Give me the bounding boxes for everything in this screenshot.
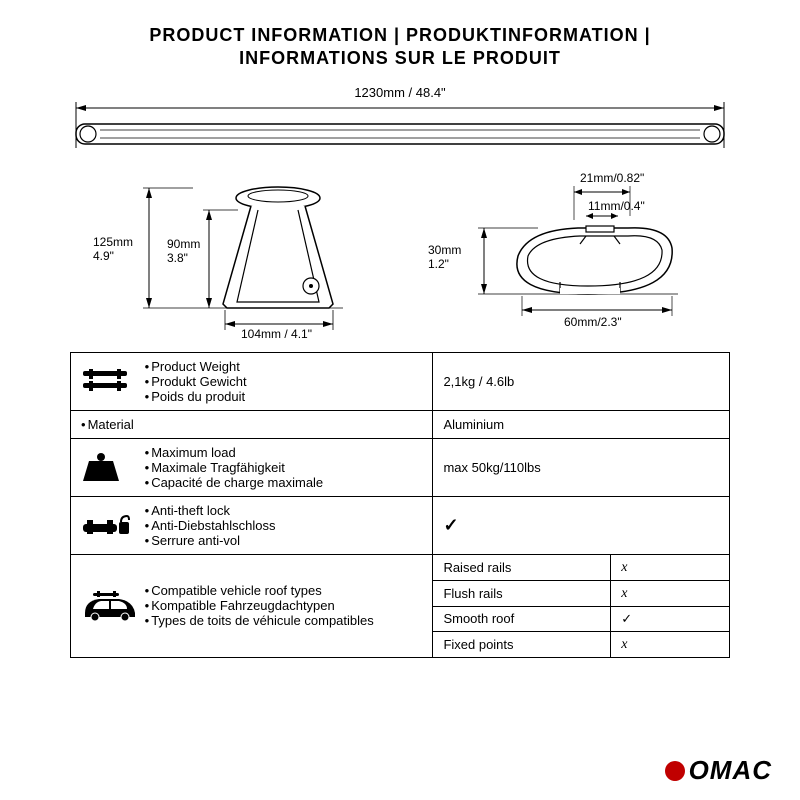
roof-opt-1: Flush rails bbox=[433, 581, 610, 606]
title-line-1: PRODUCT INFORMATION | PRODUKTINFORMATION… bbox=[70, 24, 730, 47]
material-label: Material bbox=[81, 417, 422, 432]
lock-labels: Anti-theft lock Anti-Diebstahlschloss Se… bbox=[145, 503, 416, 548]
weight-labels: Product Weight Produkt Gewicht Poids du … bbox=[145, 359, 416, 404]
weight-value: 2,1kg / 4.6lb bbox=[433, 352, 730, 410]
svg-text:125mm: 125mm bbox=[93, 235, 133, 249]
svg-text:11mm/0.4": 11mm/0.4" bbox=[588, 199, 645, 213]
weight-icon bbox=[81, 451, 141, 483]
roof-val-0: x bbox=[611, 555, 729, 580]
svg-text:3.8": 3.8" bbox=[167, 251, 188, 265]
row-weight: Product Weight Produkt Gewicht Poids du … bbox=[71, 352, 730, 410]
car-icon bbox=[81, 591, 141, 621]
svg-text:60mm/2.3": 60mm/2.3" bbox=[564, 315, 622, 329]
brand-dot-icon bbox=[665, 761, 685, 781]
roof-opt-2: Smooth roof bbox=[433, 607, 610, 631]
roof-val-2: ✓ bbox=[611, 607, 729, 631]
roof-labels: Compatible vehicle roof types Kompatible… bbox=[145, 583, 416, 628]
spec-table: Product Weight Produkt Gewicht Poids du … bbox=[70, 352, 730, 658]
bar-length-label: 1230mm / 48.4" bbox=[70, 85, 730, 100]
row-load: Maximum load Maximale Tragfähigkeit Capa… bbox=[71, 438, 730, 496]
foot-diagram: 125mm 4.9" 90mm 3.8" bbox=[93, 168, 383, 338]
roof-val-3: x bbox=[611, 632, 729, 657]
foot-width-label: 104mm / 4.1" bbox=[241, 327, 312, 338]
page-title: PRODUCT INFORMATION | PRODUKTINFORMATION… bbox=[70, 24, 730, 71]
bar-diagram bbox=[70, 102, 730, 152]
roof-val-1: x bbox=[611, 581, 729, 606]
brand-logo: OMAC bbox=[665, 755, 772, 786]
lock-value: ✓ bbox=[433, 496, 730, 554]
svg-text:30mm: 30mm bbox=[428, 243, 461, 257]
load-labels: Maximum load Maximale Tragfähigkeit Capa… bbox=[145, 445, 416, 490]
roof-opt-3: Fixed points bbox=[433, 632, 610, 657]
lock-icon bbox=[81, 510, 141, 540]
row-lock: Anti-theft lock Anti-Diebstahlschloss Se… bbox=[71, 496, 730, 554]
load-value: max 50kg/110lbs bbox=[433, 438, 730, 496]
svg-text:1.2": 1.2" bbox=[428, 257, 449, 271]
svg-text:21mm/0.82": 21mm/0.82" bbox=[580, 171, 644, 185]
title-line-2: INFORMATIONS SUR LE PRODUIT bbox=[70, 47, 730, 70]
row-roof-1: Compatible vehicle roof types Kompatible… bbox=[71, 554, 730, 580]
material-value: Aluminium bbox=[433, 410, 730, 438]
profile-diagram: 21mm/0.82" 11mm/0.4" 30mm 1.2" bbox=[428, 168, 708, 338]
brand-text: OMAC bbox=[689, 755, 772, 786]
bars-icon bbox=[81, 367, 141, 395]
row-material: Material Aluminium bbox=[71, 410, 730, 438]
svg-text:90mm: 90mm bbox=[167, 237, 200, 251]
svg-text:4.9": 4.9" bbox=[93, 249, 114, 263]
roof-opt-0: Raised rails bbox=[433, 555, 610, 580]
